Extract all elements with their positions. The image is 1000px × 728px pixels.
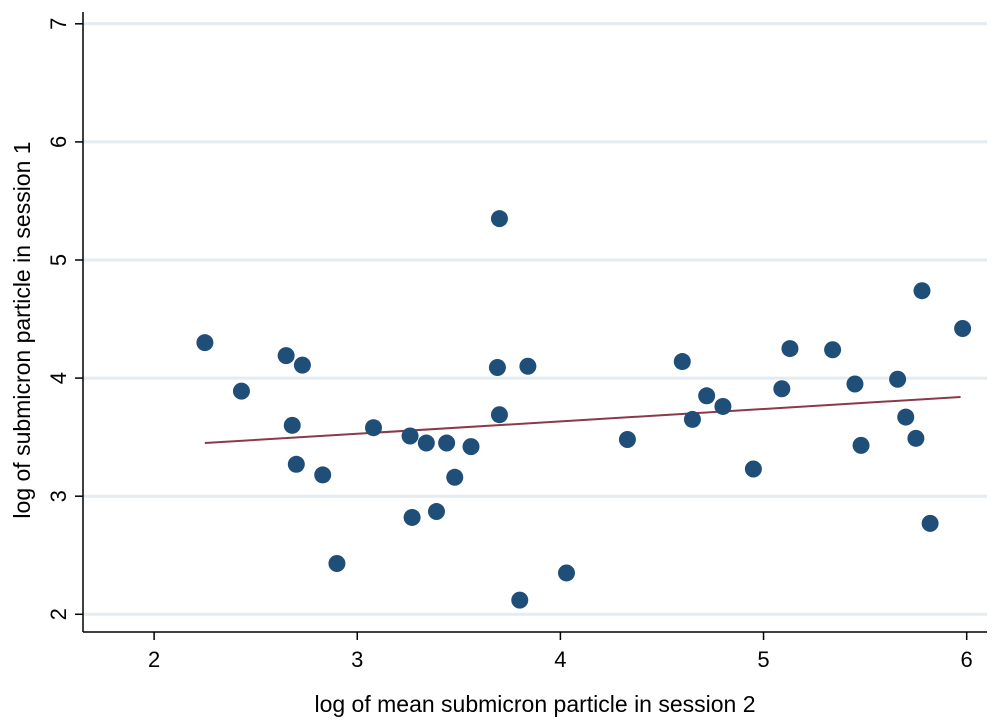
data-point [824, 341, 842, 359]
data-point [364, 419, 382, 437]
data-point [897, 408, 915, 426]
data-point [438, 434, 456, 452]
data-point [511, 591, 529, 609]
y-tick-label: 2 [46, 608, 71, 620]
x-tick-label: 2 [148, 647, 160, 672]
data-point [773, 380, 791, 398]
grid-lines [83, 22, 987, 616]
y-axis-title: log of submicron particle in session 1 [9, 141, 35, 518]
y-tick-label: 4 [46, 372, 71, 384]
data-point [490, 210, 508, 228]
fit-line [204, 395, 961, 445]
y-tick-label: 7 [46, 18, 71, 30]
x-tick-label: 4 [554, 647, 566, 672]
x-axis-title: log of mean submicron particle in sessio… [314, 691, 755, 717]
x-tick-label: 6 [961, 647, 973, 672]
data-point [287, 455, 305, 473]
data-point [618, 431, 636, 449]
data-point [698, 387, 716, 405]
data-point [781, 340, 799, 358]
data-point [427, 503, 445, 521]
data-point [673, 353, 691, 371]
ticks: 2 3 4 5 6 7 2 3 4 5 6 [46, 18, 973, 672]
data-point [954, 319, 972, 337]
data-point [403, 508, 421, 526]
x-tick-label: 5 [757, 647, 769, 672]
data-point [293, 356, 311, 374]
data-point [852, 436, 870, 454]
points-group [196, 210, 972, 609]
data-point [846, 375, 864, 393]
y-tick-label: 3 [46, 490, 71, 502]
data-point [462, 438, 480, 456]
data-point [744, 460, 762, 478]
y-tick-label: 6 [46, 136, 71, 148]
data-point [277, 347, 295, 365]
data-point [488, 358, 506, 376]
data-point [328, 555, 346, 573]
data-point [921, 514, 939, 532]
data-point [557, 564, 575, 582]
data-point [490, 406, 508, 424]
data-point [714, 397, 732, 415]
data-point [283, 416, 301, 434]
x-tick-label: 3 [351, 647, 363, 672]
data-point [519, 357, 537, 375]
data-point [401, 427, 419, 445]
data-point [417, 434, 435, 452]
axes [82, 12, 987, 633]
fit-line-group [204, 395, 961, 445]
data-point [446, 468, 464, 486]
data-point [232, 382, 250, 400]
data-point [196, 334, 214, 352]
data-point [683, 410, 701, 428]
data-point [913, 282, 931, 300]
y-tick-label: 5 [46, 254, 71, 266]
data-point [907, 429, 925, 447]
data-point [314, 466, 332, 484]
data-point [889, 370, 907, 388]
